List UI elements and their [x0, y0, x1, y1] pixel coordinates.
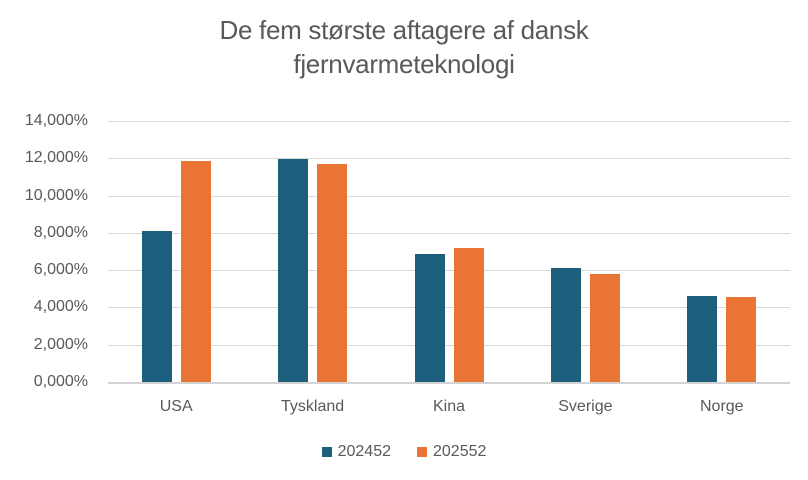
gridline [108, 270, 790, 272]
x-category-label: Tyskland [281, 398, 345, 415]
bar-202452-Sverige [550, 268, 581, 382]
y-tick-label: 2,000% [33, 335, 88, 353]
bar-202552-Kina [453, 247, 484, 382]
x-category-label: Sverige [558, 398, 613, 415]
legend-item-202552: 202552 [417, 443, 486, 461]
bar-202552-Norge [726, 297, 757, 382]
y-tick-label: 10,000% [24, 186, 88, 204]
bar-202452-USA [141, 231, 172, 382]
chart-title: De fem største aftagere af dansk fjernva… [219, 15, 589, 79]
x-category-label: Kina [432, 398, 465, 415]
y-tick-label: 12,000% [24, 149, 88, 167]
legend-swatch-icon [321, 447, 332, 457]
gridline [108, 307, 790, 309]
bar-202452-Kina [414, 254, 445, 382]
bar-202552-Tyskland [317, 163, 348, 382]
y-tick-label: 8,000% [33, 223, 88, 241]
gridline [108, 121, 790, 122]
y-tick-label: 4,000% [33, 298, 88, 316]
y-tick-label: 0,000% [33, 373, 88, 390]
x-category-label: Norge [700, 398, 744, 415]
bar-202452-Tyskland [278, 159, 309, 382]
bar-202552-Sverige [589, 274, 620, 382]
legend-item-202452: 202452 [321, 443, 391, 461]
bar-202552-USA [180, 161, 211, 382]
legend-label: 202452 [337, 443, 391, 460]
legend-label: 202552 [433, 443, 487, 460]
gridline [108, 195, 790, 197]
y-tick-label: 6,000% [33, 261, 88, 279]
gridline [108, 232, 790, 234]
legend-swatch-icon [417, 447, 427, 457]
gridline [108, 158, 790, 160]
plot-area [108, 121, 790, 384]
bar-202452-Norge [687, 295, 718, 382]
y-tick-label: 14,000% [24, 112, 88, 129]
x-category-label: USA [159, 398, 193, 415]
gridline [108, 344, 790, 346]
chart-legend: 202452 202552 [0, 442, 808, 462]
